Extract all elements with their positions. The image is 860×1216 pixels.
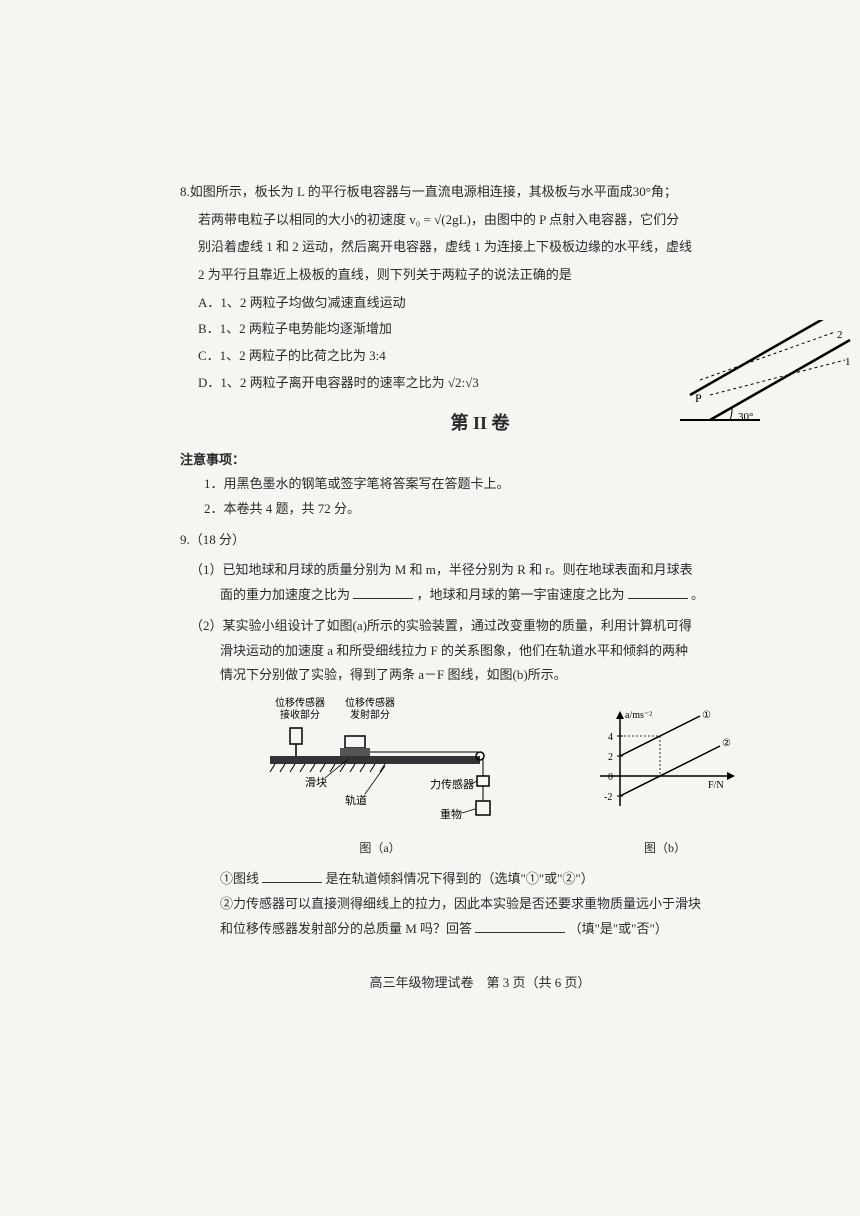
ytick-0: 0 — [608, 772, 613, 783]
q8-option-a: A．1、2 两粒子均做匀减速直线运动 — [198, 291, 780, 316]
q9-sub2-cont2: 情况下分别做了实验，得到了两条 a－F 图线，如图(b)所示。 — [180, 663, 780, 688]
force-sensor-label: 力传感器 — [430, 778, 474, 791]
q9-sub1-text1: （1）已知地球和月球的质量分别为 M 和 m，半径分别为 R 和 r。则在地球表… — [190, 562, 693, 577]
diagrams-row: 位移传感器 接收部分 位移传感器 发射部分 — [180, 696, 780, 859]
diagram-b-label: 图（b） — [590, 837, 740, 860]
exam-page: 8.如图所示，板长为 L 的平行板电容器与一直流电源相连接，其极板与水平面成30… — [180, 180, 780, 996]
q9-subq2-cont: 和位移传感器发射部分的总质量 M 吗？回答 （填"是"或"否"） — [180, 917, 780, 942]
sensor-tx-label1: 位移传感器 — [345, 696, 395, 709]
notice-item-1: 1．用黑色墨水的钢笔或签字笔将答案写在答题卡上。 — [180, 472, 780, 497]
q9-sub2: （2）某实验小组设计了如图(a)所示的实验装置，通过改变重物的质量，利用计算机可… — [180, 614, 780, 639]
q9-q1-text1: ①图线 — [220, 871, 259, 886]
weight-label: 重物 — [440, 807, 462, 821]
ytick-2: 2 — [608, 752, 613, 763]
q9-subq2: ②力传感器可以直接测得细线上的拉力，因此本实验是否还要求重物质量远小于滑块 — [180, 892, 780, 917]
diagram-a-label: 图（a） — [250, 837, 510, 860]
blank-gravity-ratio[interactable] — [353, 585, 413, 599]
line2-label: 2 — [837, 329, 843, 341]
blank-velocity-ratio[interactable] — [628, 585, 688, 599]
diagram-b: 4 2 0 -2 a/ms⁻² F/N ① — [590, 706, 740, 859]
q8-line2: 若两带电粒子以相同的大小的初速度 v₀ = √(2gL)，由图中的 P 点射入电… — [180, 208, 780, 233]
q9-sub2-cont1: 滑块运动的加速度 a 和所受细线拉力 F 的关系图象，他们在轨道水平和倾斜的两种 — [180, 639, 780, 664]
q8-line4: 2 为平行且靠近上极板的直线，则下列关于两粒子的说法正确的是 — [180, 263, 780, 288]
ytick-4: 4 — [608, 732, 613, 743]
q8-line1: 8.如图所示，板长为 L 的平行板电容器与一直流电源相连接，其极板与水平面成30… — [180, 180, 780, 205]
sensor-rx-label2: 接收部分 — [280, 708, 320, 721]
q9-sub2-text1: （2）某实验小组设计了如图(a)所示的实验装置，通过改变重物的质量，利用计算机可… — [190, 618, 692, 633]
ytick-neg2: -2 — [604, 792, 612, 803]
graph-line1-label: ① — [702, 710, 711, 721]
q9-q2-text2: 和位移传感器发射部分的总质量 M 吗？回答 — [220, 921, 472, 936]
q9-subq1: ①图线 是在轨道倾斜情况下得到的（选填"①"或"②"） — [180, 867, 780, 892]
diagram-a: 位移传感器 接收部分 位移传感器 发射部分 — [250, 696, 510, 859]
capacitor-diagram: 30° P 1 2 — [670, 320, 860, 430]
q9-sub1-text2: 面的重力加速度之比为 — [220, 587, 350, 602]
q9-header: 9.（18 分） — [180, 528, 780, 553]
q9-q1-text2: 是在轨道倾斜情况下得到的（选填"①"或"②"） — [326, 871, 594, 886]
apparatus-svg: 位移传感器 接收部分 位移传感器 发射部分 — [250, 696, 510, 826]
notice-item-2: 2．本卷共 4 题，共 72 分。 — [180, 497, 780, 522]
question-8: 8.如图所示，板长为 L 的平行板电容器与一直流电源相连接，其极板与水平面成30… — [180, 180, 780, 396]
angle-label: 30° — [738, 411, 753, 423]
q9-sub1-text3: ，地球和月球的第一宇宙速度之比为 — [417, 587, 625, 602]
notice-heading: 注意事项： — [180, 448, 780, 473]
track-label: 轨道 — [345, 793, 367, 807]
blank-yes-no[interactable] — [475, 919, 565, 933]
q9-sub1: （1）已知地球和月球的质量分别为 M 和 m，半径分别为 R 和 r。则在地球表… — [180, 558, 780, 583]
y-axis-label: a/ms⁻² — [625, 710, 652, 721]
sensor-rx-label1: 位移传感器 — [275, 696, 325, 709]
page-footer: 高三年级物理试卷 第 3 页（共 6 页） — [180, 971, 780, 996]
q9-q2-text3: （填"是"或"否"） — [569, 921, 668, 936]
q9-sub1-text4: 。 — [691, 587, 704, 602]
q8-line3: 别沿着虚线 1 和 2 运动，然后离开电容器，虚线 1 为连接上下极板边缘的水平… — [180, 235, 780, 260]
graph-line2-label: ② — [722, 738, 731, 749]
point-p-label: P — [695, 391, 702, 405]
q9-q2-text1: ②力传感器可以直接测得细线上的拉力，因此本实验是否还要求重物质量远小于滑块 — [220, 896, 701, 911]
question-9: 9.（18 分） （1）已知地球和月球的质量分别为 M 和 m，半径分别为 R … — [180, 528, 780, 942]
slider-label: 滑块 — [305, 776, 327, 789]
sensor-tx-label2: 发射部分 — [350, 708, 390, 721]
q9-sub1-cont: 面的重力加速度之比为 ，地球和月球的第一宇宙速度之比为 。 — [180, 583, 780, 608]
x-axis-label: F/N — [708, 780, 724, 791]
blank-line-select[interactable] — [262, 869, 322, 883]
line1-label: 1 — [845, 356, 851, 368]
graph-svg: 4 2 0 -2 a/ms⁻² F/N ① — [590, 706, 740, 826]
